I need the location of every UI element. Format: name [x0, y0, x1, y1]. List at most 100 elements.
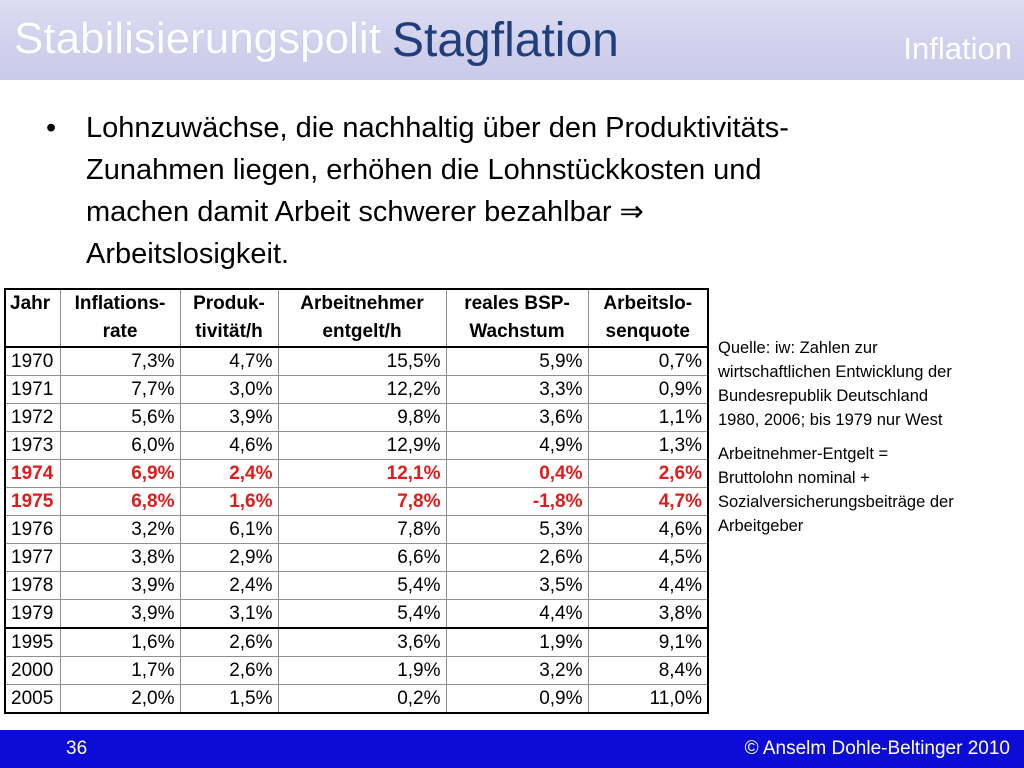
- table-row: 1979 3,9% 3,1% 5,4% 4,4% 3,8%: [4, 599, 709, 629]
- bullet-text: Lohnzuwächse, die nachhaltig über den Pr…: [86, 107, 946, 275]
- table-row: 1978 3,9% 2,4% 5,4% 3,5% 4,4%: [4, 571, 709, 600]
- year-cell: 1995: [4, 627, 61, 657]
- value-cell: 5,3%: [445, 515, 589, 544]
- note-line: Bruttolohn nominal +: [718, 469, 870, 487]
- value-cell: -1,8%: [445, 487, 589, 516]
- year-cell: 2000: [4, 656, 61, 685]
- bullet-line: Zunahmen liegen, erhöhen die Lohnstückko…: [86, 154, 762, 186]
- column-header: [4, 318, 61, 348]
- bullet-line: Arbeitslosigkeit.: [86, 238, 290, 270]
- value-cell: 2,0%: [59, 684, 181, 714]
- value-cell: 2,4%: [179, 459, 279, 488]
- table-row: 1975 6,8% 1,6% 7,8% -1,8% 4,7%: [4, 487, 709, 516]
- value-cell: 12,1%: [277, 459, 447, 488]
- table-row: 1976 3,2% 6,1% 7,8% 5,3% 4,6%: [4, 515, 709, 544]
- section-title: Stabilisierungspolit: [14, 14, 381, 63]
- value-cell: 0,7%: [587, 346, 709, 376]
- bullet-marker: •: [46, 112, 57, 144]
- value-cell: 4,9%: [445, 431, 589, 460]
- definition-note: Arbeitnehmer-Entgelt = Bruttolohn nomina…: [718, 442, 1018, 538]
- source-note: Quelle: iw: Zahlen zur wirtschaftlichen …: [718, 336, 1018, 432]
- value-cell: 0,9%: [445, 684, 589, 714]
- value-cell: 8,4%: [587, 656, 709, 685]
- value-cell: 9,1%: [587, 627, 709, 657]
- note-line: Arbeitnehmer-Entgelt =: [718, 445, 889, 463]
- year-cell: 1978: [4, 571, 61, 600]
- value-cell: 1,1%: [587, 403, 709, 432]
- value-cell: 6,8%: [59, 487, 181, 516]
- value-cell: 7,7%: [59, 375, 181, 404]
- table-row: 1995 1,6% 2,6% 3,6% 1,9% 9,1%: [4, 627, 709, 657]
- value-cell: 6,1%: [179, 515, 279, 544]
- value-cell: 2,4%: [179, 571, 279, 600]
- note-line: Quelle: iw: Zahlen zur: [718, 339, 878, 357]
- value-cell: 3,6%: [445, 403, 589, 432]
- year-cell: 1974: [4, 459, 61, 488]
- note-line: Bundesrepublik Deutschland: [718, 387, 929, 405]
- value-cell: 12,2%: [277, 375, 447, 404]
- slide-title: Stagflation: [392, 14, 619, 67]
- table-row: 1973 6,0% 4,6% 12,9% 4,9% 1,3%: [4, 431, 709, 460]
- value-cell: 4,4%: [587, 571, 709, 600]
- bullet-line: Lohnzuwächse, die nachhaltig über den Pr…: [86, 112, 789, 144]
- value-cell: 3,2%: [59, 515, 181, 544]
- value-cell: 0,4%: [445, 459, 589, 488]
- table-row: 1977 3,8% 2,9% 6,6% 2,6% 4,5%: [4, 543, 709, 572]
- value-cell: 3,0%: [179, 375, 279, 404]
- value-cell: 12,9%: [277, 431, 447, 460]
- value-cell: 3,2%: [445, 656, 589, 685]
- value-cell: 6,9%: [59, 459, 181, 488]
- value-cell: 2,6%: [445, 543, 589, 572]
- slide-footer: 36 © Anselm Dohle-Beltinger 2010: [0, 730, 1024, 768]
- value-cell: 15,5%: [277, 346, 447, 376]
- bullet-line: machen damit Arbeit schwerer bezahlbar ⇒: [86, 196, 644, 228]
- table-row: 1971 7,7% 3,0% 12,2% 3,3% 0,9%: [4, 375, 709, 404]
- column-header: Wachstum: [445, 318, 589, 348]
- year-cell: 1970: [4, 346, 61, 376]
- column-header: Inflations-: [59, 288, 181, 318]
- notes-box: Quelle: iw: Zahlen zur wirtschaftlichen …: [718, 336, 1018, 548]
- table-row: 1972 5,6% 3,9% 9,8% 3,6% 1,1%: [4, 403, 709, 432]
- column-header: Produk-: [179, 288, 279, 318]
- note-line: Sozialversicherungsbeiträge der: [718, 493, 954, 511]
- note-line: Arbeitgeber: [718, 517, 804, 535]
- year-cell: 1972: [4, 403, 61, 432]
- table-row: 1970 7,3% 4,7% 15,5% 5,9% 0,7%: [4, 346, 709, 376]
- value-cell: 1,7%: [59, 656, 181, 685]
- value-cell: 1,6%: [179, 487, 279, 516]
- value-cell: 0,9%: [587, 375, 709, 404]
- table-row: 2005 2,0% 1,5% 0,2% 0,9% 11,0%: [4, 684, 709, 714]
- value-cell: 1,5%: [179, 684, 279, 714]
- value-cell: 3,1%: [179, 599, 279, 629]
- table-row: 1974 6,9% 2,4% 12,1% 0,4% 2,6%: [4, 459, 709, 488]
- value-cell: 3,5%: [445, 571, 589, 600]
- value-cell: 6,0%: [59, 431, 181, 460]
- value-cell: 7,8%: [277, 487, 447, 516]
- topic-label: Inflation: [903, 31, 1012, 66]
- value-cell: 5,4%: [277, 599, 447, 629]
- slide-header: Stabilisierungspolit Stagflation Inflati…: [0, 0, 1024, 80]
- value-cell: 3,9%: [179, 403, 279, 432]
- value-cell: 3,8%: [587, 599, 709, 629]
- note-line: 1980, 2006; bis 1979 nur West: [718, 411, 943, 429]
- value-cell: 3,8%: [59, 543, 181, 572]
- year-cell: 1979: [4, 599, 61, 629]
- value-cell: 2,6%: [179, 627, 279, 657]
- value-cell: 4,4%: [445, 599, 589, 629]
- value-cell: 7,8%: [277, 515, 447, 544]
- table-header-row: rate tivität/h entgelt/h Wachstum senquote: [4, 318, 709, 348]
- year-cell: 2005: [4, 684, 61, 714]
- value-cell: 4,7%: [587, 487, 709, 516]
- value-cell: 4,5%: [587, 543, 709, 572]
- column-header: senquote: [587, 318, 709, 348]
- value-cell: 1,9%: [277, 656, 447, 685]
- column-header: entgelt/h: [277, 318, 447, 348]
- value-cell: 2,6%: [179, 656, 279, 685]
- value-cell: 4,6%: [179, 431, 279, 460]
- table-header-row: Jahr Inflations- Produk- Arbeitnehmer reales…: [4, 288, 709, 318]
- page-number: 36: [66, 738, 88, 759]
- value-cell: 1,6%: [59, 627, 181, 657]
- copyright-notice: © Anselm Dohle-Beltinger 2010: [744, 738, 1010, 759]
- economic-data-table: Jahr Inflations- Produk- Arbeitnehmer reales…: [4, 288, 709, 714]
- value-cell: 3,9%: [59, 571, 181, 600]
